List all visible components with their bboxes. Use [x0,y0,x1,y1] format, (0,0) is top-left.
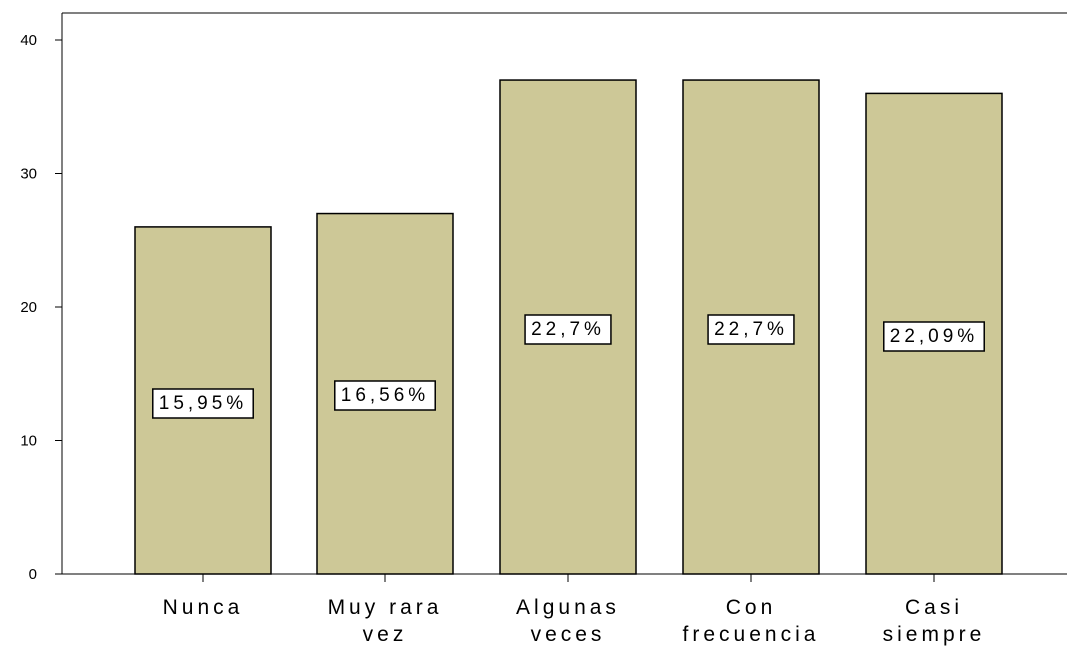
x-tick-label-line: Con [726,596,777,619]
y-tick-label: 20 [20,299,37,316]
data-label: 16,56% [334,380,436,411]
data-label-box [883,321,985,352]
data-label-box [524,314,612,345]
data-label-text: 22,09% [890,326,978,347]
data-label-text: 16,56% [341,385,429,406]
y-tick-label: 30 [20,166,37,183]
data-label: 15,95% [152,388,254,419]
x-tick-label-line: Algunas [516,596,620,619]
x-tick-label: Algunas veces [516,596,620,646]
x-tick-label-line: siempre [883,623,986,646]
y-axis: 0 10 20 30 40 [20,13,63,583]
y-tick-label: 10 [20,433,37,450]
x-tick-label-line: vez [363,623,408,646]
x-tick-label-line: frecuencia [683,623,820,646]
data-label-text: 22,7% [714,319,788,340]
y-tick-label: 0 [29,566,37,583]
y-tick-label: 40 [20,32,37,49]
data-labels: 15,95% 16,56% 22,7% 22,7% 22,09% [152,314,985,419]
x-tick-label-line: Muy rara [328,596,443,619]
data-label: 22,7% [707,314,795,345]
data-label-text: 22,7% [531,319,605,340]
x-tick-label: Con frecuencia [683,596,820,646]
x-axis: Nunca Muy rara vez Algunas veces Con frecuenci… [62,573,1067,646]
data-label: 22,09% [883,321,985,352]
x-tick-label-line: veces [531,623,606,646]
data-label-text: 15,95% [159,393,247,414]
x-tick-label: Casi siempre [883,596,986,646]
data-label-box [152,388,254,419]
data-label-box [334,380,436,411]
x-tick-label-line: Nunca [163,596,244,619]
x-tick-label-line: Casi [905,596,963,619]
x-tick-label: Nunca [163,596,244,619]
data-label: 22,7% [524,314,612,345]
data-label-box [707,314,795,345]
x-tick-label: Muy rara vez [328,596,443,646]
